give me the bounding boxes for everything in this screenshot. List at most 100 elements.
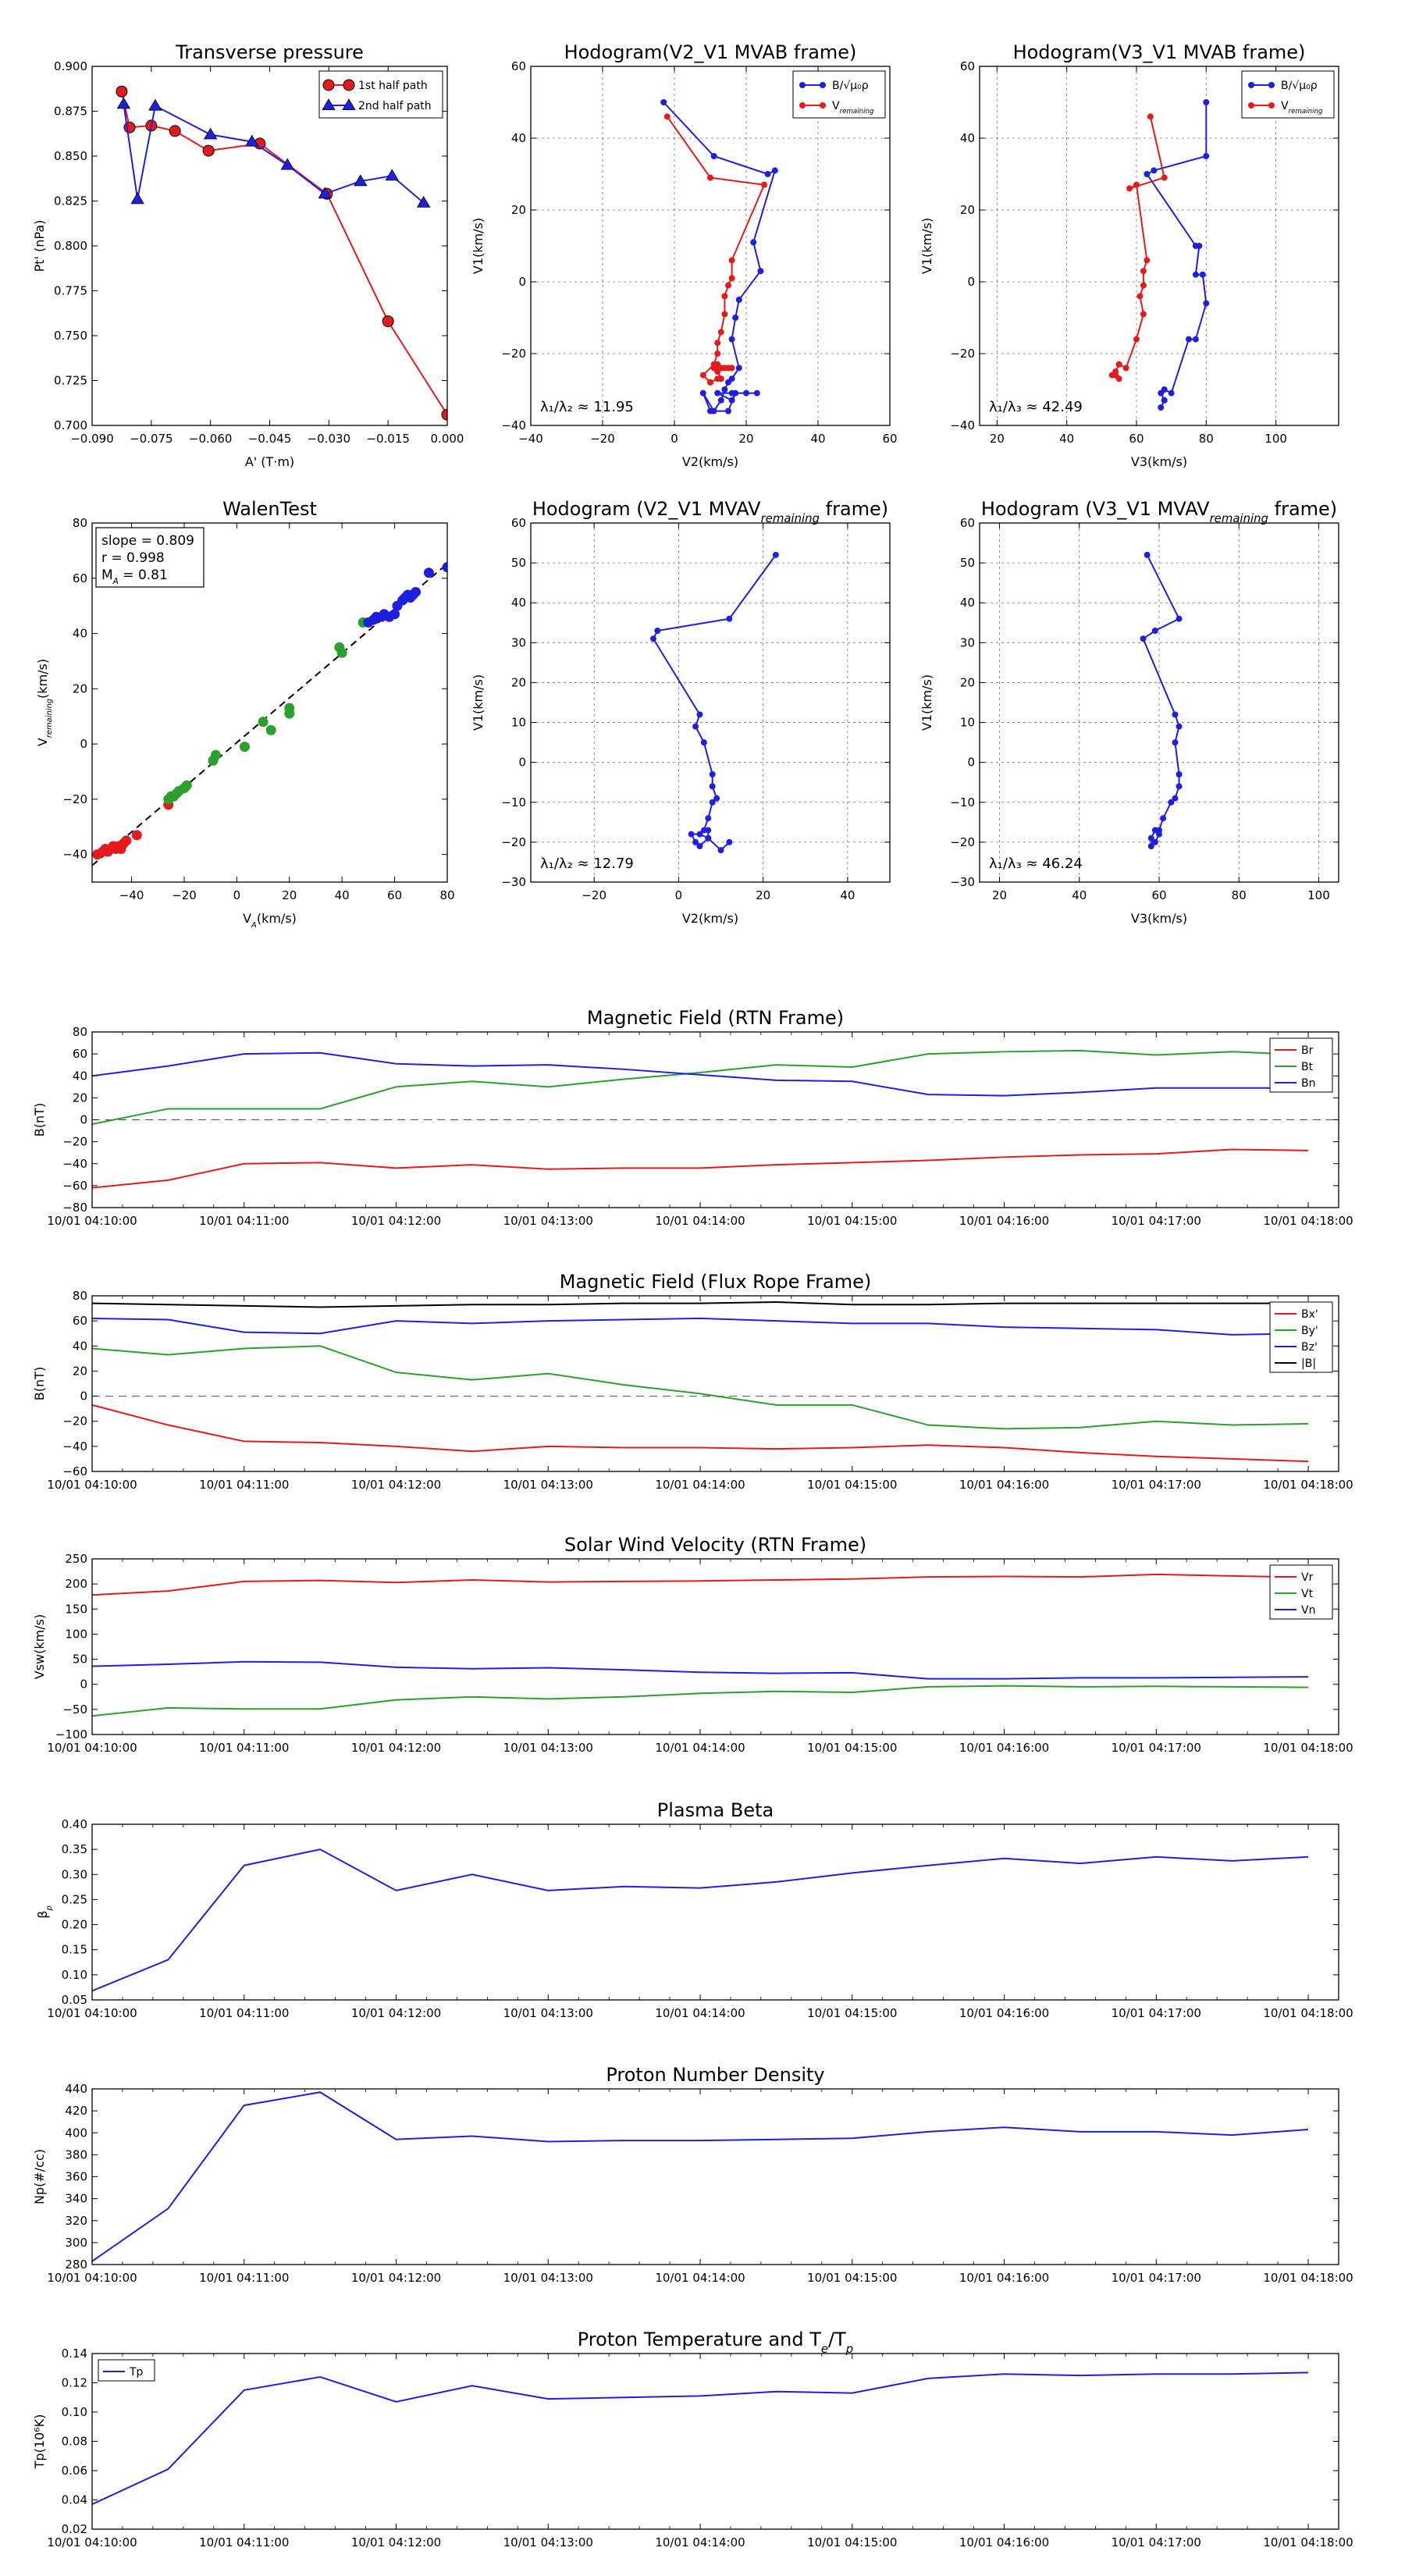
x-tick-label: −0.045 <box>248 432 292 446</box>
x-tick-label: 100 <box>1307 888 1330 902</box>
data-point <box>705 834 712 841</box>
series-line-Vr <box>92 1573 1309 1596</box>
legend-label: Vr <box>1301 1571 1314 1584</box>
data-point <box>385 169 399 181</box>
data-point <box>202 144 215 157</box>
x-axis-label: V3(km/s) <box>1131 911 1187 926</box>
data-point <box>1203 300 1210 307</box>
y-tick-label: −20 <box>501 835 526 849</box>
y-tick-label: 40 <box>960 131 975 145</box>
data-point <box>700 739 707 746</box>
legend: B/√μ₀ρ Vremaining <box>792 70 886 119</box>
y-tick-label: 0.04 <box>62 2493 87 2507</box>
series-line-Np <box>92 2091 1309 2262</box>
x-tick-label: 10/01 04:15:00 <box>807 2271 897 2285</box>
y-tick-label: 0 <box>80 1389 87 1404</box>
x-axis-label: A' (T·m) <box>245 454 294 469</box>
legend-marker <box>1268 102 1275 109</box>
y-tick-label: 200 <box>65 1577 87 1591</box>
y-tick-label: 0.40 <box>62 1817 87 1831</box>
y-axis-label-part: remaining <box>45 699 54 738</box>
y-tick-label: 420 <box>65 2104 87 2118</box>
data-point <box>717 397 724 404</box>
plot-area <box>1108 99 1210 411</box>
y-tick-label: 0 <box>80 737 87 751</box>
legend-box <box>318 70 443 119</box>
data-point <box>753 390 760 397</box>
y-tick-label: 100 <box>65 1627 87 1641</box>
x-tick-label: 10/01 04:11:00 <box>199 2006 289 2020</box>
x-tick-label: 10/01 04:13:00 <box>503 2535 593 2549</box>
x-tick-label: 10/01 04:18:00 <box>1263 2006 1353 2020</box>
x-tick-label: 10/01 04:15:00 <box>807 2006 897 2020</box>
x-tick-label: −20 <box>172 888 197 902</box>
data-point <box>714 340 721 347</box>
data-point <box>728 257 735 264</box>
data-point <box>707 407 713 415</box>
x-tick-label: 20 <box>756 888 770 902</box>
y-tick-label: −50 <box>62 1703 87 1717</box>
x-tick-label: 10/01 04:18:00 <box>1263 1741 1353 1755</box>
x-tick-label: 10/01 04:12:00 <box>351 2271 441 2285</box>
legend-label: Tp <box>129 2366 144 2379</box>
y-tick-label: 0.900 <box>54 59 87 73</box>
stat-ma: MA = 0.81 <box>101 568 168 586</box>
data-point <box>1196 243 1203 249</box>
data-point <box>728 397 735 404</box>
data-point <box>699 390 706 397</box>
data-point <box>1140 635 1147 642</box>
data-point <box>1203 153 1210 159</box>
y-tick-label: 20 <box>73 681 87 696</box>
y-axis-label: V1(km/s) <box>471 218 486 274</box>
y-axis-label: V1(km/s) <box>919 218 934 274</box>
chart-title-part: Magnetic Field (RTN Frame) <box>587 1007 844 1029</box>
x-tick-label: 10/01 04:18:00 <box>1263 2271 1353 2285</box>
legend-label-part: V <box>1281 100 1289 112</box>
legend-label: Bx' <box>1301 1308 1318 1321</box>
data-point <box>1176 771 1183 777</box>
data-point <box>692 723 699 730</box>
axes-frame <box>530 522 891 883</box>
data-point <box>726 838 733 845</box>
legend-box <box>1241 70 1335 119</box>
data-point <box>696 711 703 718</box>
y-tick-label: 20 <box>73 1364 87 1378</box>
legend-marker <box>1248 82 1254 88</box>
data-point <box>1176 783 1183 790</box>
data-point <box>772 551 779 558</box>
x-tick-label: 20 <box>738 432 753 446</box>
x-tick-label: 10/01 04:12:00 <box>351 2535 441 2549</box>
x-tick-label: 40 <box>840 888 855 902</box>
chart-title: Hodogram(V3_V1 MVAB frame) <box>1013 41 1306 63</box>
chart-title: Magnetic Field (RTN Frame) <box>587 1007 844 1029</box>
x-tick-label: 0 <box>670 432 678 446</box>
x-tick-label: 10/01 04:14:00 <box>655 2535 745 2549</box>
data-point <box>714 350 721 357</box>
legend-label: Bz' <box>1301 1341 1318 1354</box>
x-tick-label: 10/01 04:10:00 <box>47 2006 137 2020</box>
x-axis-label: V2(km/s) <box>682 454 738 469</box>
chart-title-part: remaining <box>761 511 820 525</box>
data-point <box>1172 711 1179 718</box>
data-point <box>1151 838 1158 845</box>
chart-title-part: T <box>809 2329 821 2350</box>
data-point <box>1147 843 1154 849</box>
plot-area <box>116 85 447 421</box>
series-line-Bt <box>92 1049 1309 1126</box>
x-tick-label: 10/01 04:13:00 <box>503 1741 593 1755</box>
x-tick-label: −0.015 <box>366 432 410 446</box>
chart-title-part: Hodogram(V3_V1 MVAB frame) <box>1013 41 1306 63</box>
y-tick-label: 0.12 <box>62 2376 87 2390</box>
y-axis-label-part: p <box>45 1905 54 1911</box>
legend-label: Vremaining <box>1281 100 1323 116</box>
y-tick-label: −10 <box>950 795 975 809</box>
stat-ma-part: = 0.81 <box>119 568 168 583</box>
eigenvalue-ratio: λ₁/λ₃ ≈ 46.24 <box>989 856 1083 872</box>
legend-label-part: μ₀ρ <box>850 80 869 92</box>
y-tick-label: −20 <box>501 347 526 361</box>
x-tick-label: 10/01 04:17:00 <box>1112 1478 1201 1492</box>
x-tick-label: 40 <box>1059 432 1074 446</box>
y-tick-label: 20 <box>960 203 975 217</box>
